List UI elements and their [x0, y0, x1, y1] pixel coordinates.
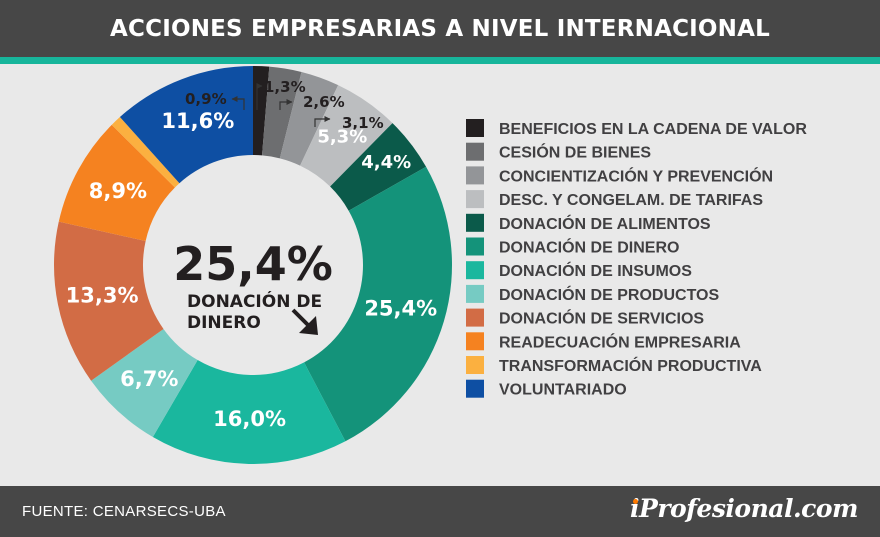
legend-swatch-10 [466, 356, 484, 374]
slice-5 [304, 166, 453, 442]
donut-chart: 1,3%2,6% 3,1%5,3% 4,4% 25,4% 16,0% 6,7% 13,3% 8… [53, 66, 807, 464]
leader-line-10 [231, 96, 245, 110]
legend-swatch-11 [466, 379, 484, 398]
legend-label-9: READECUACIÓN EMPRESARIA [499, 332, 741, 351]
slice-label-10: 0,9% [185, 90, 227, 108]
slice-4 [330, 123, 427, 211]
legend-label-3: DESC. Y CONGELAM. DE TARIFAS [499, 192, 763, 209]
slice-6 [152, 360, 346, 464]
slice-3 [300, 85, 393, 187]
arrow-down-right-icon [291, 308, 318, 335]
legend-swatch-9 [466, 332, 484, 351]
legend-label-5: DONACIÓN DE DINERO [499, 238, 679, 257]
header-bar: ACCIONES EMPRESARIAS A NIVEL INTERNACION… [0, 0, 880, 57]
legend-swatch-4 [466, 213, 484, 232]
accent-divider [0, 57, 880, 64]
center-label-line2: DINERO [187, 313, 261, 333]
brand-logo: iProfesional.com [630, 494, 858, 523]
legend-label-4: DONACIÓN DE ALIMENTOS [499, 214, 711, 233]
slice-1 [262, 66, 302, 159]
legend-swatch-6 [466, 261, 484, 280]
center-value: 25,4% [173, 237, 333, 291]
center-label-line1: DONACIÓN DE [187, 290, 322, 312]
slice-label-4: 4,4% [361, 152, 411, 173]
slice-label-1: 2,6% [303, 93, 345, 111]
slice-label-9: 8,9% [89, 179, 147, 203]
legend-swatch-2 [466, 166, 484, 185]
slice-8 [53, 221, 164, 381]
slice-9 [58, 124, 175, 242]
legend-label-0: BENEFICIOS EN LA CADENA DE VALOR [499, 121, 807, 138]
legend-label-11: VOLUNTARIADO [499, 382, 627, 399]
leader-line-1 [279, 99, 293, 110]
source-note: FUENTE: CENARSECS-UBA [22, 503, 226, 520]
legend-swatch-8 [466, 308, 484, 327]
leader-line-2 [314, 116, 331, 127]
slice-label-2: 3,1% [342, 114, 384, 132]
legend-swatch-1 [466, 142, 484, 161]
slice-10 [111, 117, 180, 188]
slice-label-0: 1,3% [264, 78, 306, 96]
legend-swatch-3 [466, 190, 484, 209]
slice-label-11: 11,6% [161, 109, 234, 133]
footer-bar: FUENTE: CENARSECS-UBA iProfesional.com [0, 486, 880, 537]
legend-label-6: DONACIÓN DE INSUMOS [499, 261, 692, 280]
slice-label-7: 6,7% [120, 367, 178, 391]
slice-label-3: 5,3% [317, 127, 367, 148]
slice-2 [279, 72, 339, 166]
legend-label-7: DONACIÓN DE PRODUCTOS [499, 285, 719, 304]
legend-label-8: DONACIÓN DE SERVICIOS [499, 309, 704, 328]
legend-swatch-7 [466, 284, 484, 303]
slice-11 [119, 66, 253, 184]
slice-7 [91, 328, 198, 437]
slice-label-8: 13,3% [66, 284, 139, 308]
legend-label-1: CESIÓN DE BIENES [499, 143, 651, 162]
legend-swatch-5 [466, 237, 484, 256]
slice-label-5: 25,4% [364, 296, 437, 320]
leader-line-0 [256, 83, 263, 110]
legend-swatch-0 [466, 119, 484, 137]
legend-label-10: TRANSFORMACIÓN PRODUCTIVA [499, 356, 762, 375]
legend-label-2: CONCIENTIZACIÓN Y PREVENCIÓN [499, 166, 773, 185]
slice-label-6: 16,0% [213, 407, 286, 431]
chart-title: ACCIONES EMPRESARIAS A NIVEL INTERNACION… [110, 15, 770, 42]
